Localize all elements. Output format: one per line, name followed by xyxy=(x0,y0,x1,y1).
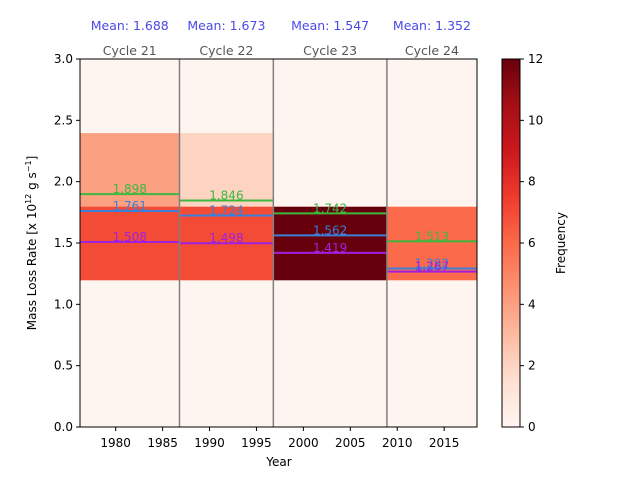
heatmap-cell xyxy=(273,243,387,281)
heatmap-cell xyxy=(273,95,387,134)
y-tick-label: 1.5 xyxy=(54,236,73,250)
y-axis: 0.0 0.5 1.0 1.5 2.0 2.5 3.0 xyxy=(54,52,80,434)
heatmap-cell xyxy=(179,95,274,134)
colorbar-tick-label: 6 xyxy=(528,236,536,250)
heatmap-cell xyxy=(386,390,477,428)
stat-line-label: 1.498 xyxy=(209,231,243,245)
heatmap-cell xyxy=(273,132,387,170)
heatmap-cell xyxy=(273,353,387,391)
colorbar-tick-label: 0 xyxy=(528,420,536,434)
x-axis: 1980 1985 1990 1995 2000 2005 2010 2015 xyxy=(100,427,459,450)
heatmap-cell xyxy=(179,353,274,391)
heatmap-cell xyxy=(386,206,477,244)
heatmap-cell xyxy=(273,59,387,97)
heatmap-cell xyxy=(386,316,477,354)
heatmap-cells xyxy=(80,59,477,428)
x-tick-label: 2005 xyxy=(335,436,366,450)
x-tick-label: 2015 xyxy=(429,436,460,450)
cycle-header-labels: Mean: 1.688 Cycle 21 Mean: 1.673 Cycle 22 Me… xyxy=(91,18,471,58)
heatmap-cell xyxy=(179,59,274,97)
heatmap-cell xyxy=(80,316,180,354)
heatmap-cell xyxy=(273,390,387,428)
heatmap-cell xyxy=(80,353,180,391)
heatmap-cell xyxy=(80,132,180,170)
cycle-label: Cycle 23 xyxy=(303,43,357,58)
heatmap-cell xyxy=(273,279,387,318)
cycle-label: Cycle 22 xyxy=(199,43,253,58)
colorbar-label: Frequency xyxy=(554,212,568,274)
colorbar-tick-label: 8 xyxy=(528,175,536,189)
heatmap-cell xyxy=(179,243,274,281)
y-tick-label: 0.5 xyxy=(54,359,73,373)
colorbar-tick-label: 4 xyxy=(528,297,536,311)
heatmap-cell xyxy=(80,59,180,97)
heatmap-cell xyxy=(80,95,180,134)
y-tick-label: 1.0 xyxy=(54,297,73,311)
heatmap-cell xyxy=(386,169,477,207)
stat-line-label: 1.513 xyxy=(415,229,449,243)
heatmap-cell xyxy=(386,279,477,318)
heatmap-cell xyxy=(273,316,387,354)
heatmap-cell xyxy=(80,243,180,281)
y-tick-label: 3.0 xyxy=(54,52,73,66)
heatmap-cell xyxy=(179,390,274,428)
heatmap-cell xyxy=(386,95,477,134)
x-tick-label: 1990 xyxy=(194,436,225,450)
heatmap-cell xyxy=(386,59,477,97)
y-axis-label: Mass Loss Rate [x 1012 g s−1] xyxy=(24,156,39,331)
colorbar-tick-label: 10 xyxy=(528,113,543,127)
cycle-mean-label: Mean: 1.688 xyxy=(91,18,169,33)
x-tick-label: 2000 xyxy=(288,436,319,450)
heatmap-cell xyxy=(179,132,274,170)
heatmap-cell xyxy=(179,206,274,244)
x-axis-label: Year xyxy=(265,455,291,469)
stat-line-label: 1.742 xyxy=(313,201,347,215)
y-tick-label: 2.5 xyxy=(54,113,73,127)
y-axis-label-main: Mass Loss Rate [x 10 xyxy=(25,204,39,330)
heatmap-cell xyxy=(80,206,180,244)
cycle-mean-label: Mean: 1.352 xyxy=(393,18,471,33)
x-tick-label: 1995 xyxy=(241,436,272,450)
heatmap-cell xyxy=(386,132,477,170)
heatmap-cell xyxy=(80,279,180,318)
stat-line-label: 1.267 xyxy=(415,260,449,274)
stat-line-label: 1.846 xyxy=(209,189,243,203)
cycle-separators xyxy=(178,59,388,427)
stat-line-label: 1.761 xyxy=(113,199,147,213)
heatmap-cell xyxy=(386,353,477,391)
colorbar-gradient xyxy=(501,58,521,428)
stat-line-label: 1.419 xyxy=(313,241,347,255)
stat-line-label: 1.562 xyxy=(313,223,347,237)
y-axis-label-exp2: −1 xyxy=(24,160,33,172)
stat-line-label: 1.898 xyxy=(113,182,147,196)
heatmap-cell xyxy=(179,279,274,318)
cycle-mean-label: Mean: 1.673 xyxy=(187,18,265,33)
cycle-label: Cycle 24 xyxy=(405,43,459,58)
heatmap-cell xyxy=(273,169,387,207)
x-tick-label: 1985 xyxy=(147,436,178,450)
stat-line-label: 1.292 xyxy=(415,257,449,271)
heatmap-cell xyxy=(80,390,180,428)
y-axis-label-exp1: 12 xyxy=(24,194,33,204)
cycle-label: Cycle 21 xyxy=(103,43,157,58)
stat-line-label: 1.724 xyxy=(209,204,243,218)
heatmap-cell xyxy=(386,243,477,281)
y-axis-label-end: ] xyxy=(25,156,39,161)
colorbar-tick-label: 2 xyxy=(528,359,536,373)
colorbar: 0 2 4 6 8 10 12 xyxy=(501,52,543,434)
y-tick-label: 2.0 xyxy=(54,175,73,189)
x-tick-label: 2010 xyxy=(382,436,413,450)
stat-line-label: 1.508 xyxy=(113,230,147,244)
cycle-mean-label: Mean: 1.547 xyxy=(291,18,369,33)
x-tick-label: 1980 xyxy=(100,436,131,450)
heatmap-cell xyxy=(179,316,274,354)
y-axis-label-mid: g s xyxy=(25,172,39,194)
y-tick-label: 0.0 xyxy=(54,420,73,434)
heatmap-cell xyxy=(80,169,180,207)
colorbar-tick-label: 12 xyxy=(528,52,543,66)
